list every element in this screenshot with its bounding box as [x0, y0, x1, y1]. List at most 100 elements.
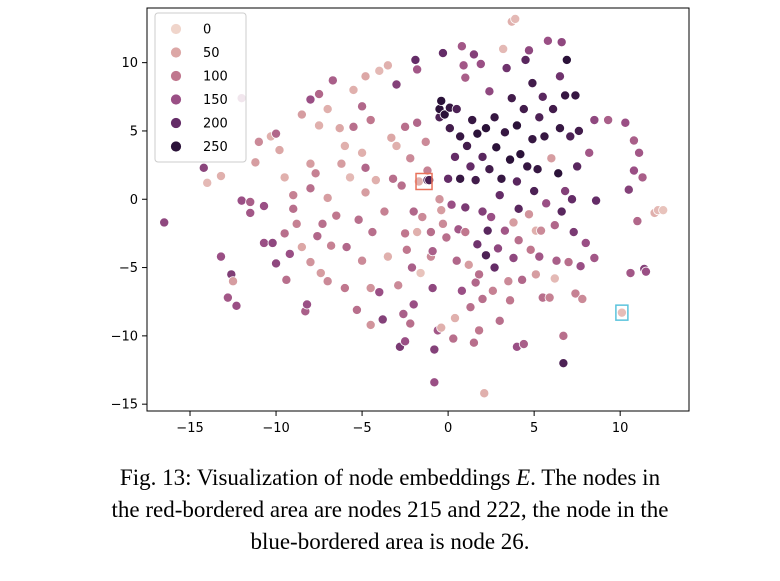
data-point: [623, 184, 634, 195]
data-point: [274, 145, 285, 156]
data-point: [496, 173, 507, 184]
y-tick-label: −10: [111, 329, 138, 344]
highlight-box-blue: [615, 304, 629, 321]
x-tick-label: −5: [352, 421, 371, 436]
data-point: [312, 231, 323, 242]
data-point: [357, 101, 368, 112]
data-point: [465, 302, 476, 313]
data-point: [525, 244, 536, 255]
data-point: [398, 309, 409, 320]
data-point: [460, 202, 471, 213]
data-point: [436, 322, 447, 333]
data-point: [484, 164, 495, 175]
data-point: [534, 112, 545, 123]
data-point: [353, 214, 364, 225]
data-point: [505, 295, 516, 306]
data-point: [360, 187, 371, 198]
x-axis: −15 −10 −5 0 5 10: [176, 411, 628, 436]
data-point: [536, 225, 547, 236]
data-point: [556, 206, 567, 217]
legend: 0 50 100 150 200 250: [154, 12, 247, 163]
data-point: [563, 257, 574, 268]
data-point: [441, 232, 452, 243]
data-point: [281, 274, 292, 285]
data-point: [474, 269, 485, 280]
data-point: [625, 268, 636, 279]
data-point: [415, 268, 426, 279]
data-point: [549, 220, 560, 231]
data-point: [511, 120, 522, 131]
data-point: [400, 228, 411, 239]
caption-line-1: Fig. 13: Visualization of node embedding…: [0, 462, 780, 494]
data-point: [322, 192, 333, 203]
data-point: [253, 136, 264, 147]
data-point: [444, 123, 455, 134]
data-point: [310, 168, 321, 179]
data-point: [491, 142, 502, 153]
data-point: [382, 251, 393, 262]
data-point: [400, 336, 411, 347]
data-point: [520, 54, 531, 65]
data-point: [315, 268, 326, 279]
data-point: [348, 84, 359, 95]
data-point: [417, 212, 428, 223]
data-point: [513, 235, 524, 246]
data-point: [314, 120, 325, 131]
data-point: [472, 239, 483, 250]
data-point: [508, 252, 519, 263]
data-point: [517, 274, 528, 285]
data-point: [305, 158, 316, 169]
data-point: [317, 218, 328, 229]
data-point: [518, 104, 529, 115]
data-point: [482, 225, 493, 236]
data-point: [250, 157, 261, 168]
data-point: [322, 104, 333, 115]
legend-label: 100: [203, 70, 228, 85]
legend-label: 150: [203, 93, 228, 108]
data-point: [345, 172, 356, 183]
y-tick-label: 10: [121, 56, 138, 71]
data-point: [198, 162, 209, 173]
data-point: [575, 261, 586, 272]
data-point: [408, 299, 419, 310]
data-point: [370, 175, 381, 186]
data-point: [467, 115, 478, 126]
data-point: [489, 262, 500, 273]
data-point: [341, 242, 352, 253]
data-point: [446, 199, 457, 210]
data-point: [427, 283, 438, 294]
data-point: [231, 300, 242, 311]
y-tick-label: 0: [130, 193, 138, 208]
data-point: [620, 117, 631, 128]
data-point: [245, 196, 256, 207]
data-point: [420, 136, 431, 147]
y-tick-label: −5: [119, 261, 138, 276]
data-point: [271, 258, 282, 269]
data-point: [259, 201, 270, 212]
data-point: [523, 45, 534, 56]
data-point: [493, 243, 504, 254]
data-point: [393, 280, 404, 291]
data-point: [537, 91, 548, 102]
data-point: [412, 64, 423, 75]
data-point: [522, 161, 533, 172]
data-point: [437, 218, 448, 229]
data-point: [548, 104, 559, 115]
data-point: [305, 257, 316, 268]
data-point: [377, 314, 388, 325]
data-point: [382, 60, 393, 71]
data-point: [288, 190, 299, 201]
data-point: [616, 307, 627, 318]
data-point: [529, 186, 540, 197]
legend-marker: [170, 46, 182, 59]
data-point: [305, 183, 316, 194]
data-point: [474, 325, 485, 336]
data-point: [566, 194, 577, 205]
x-tick-label: 0: [444, 421, 452, 436]
data-point: [302, 299, 313, 310]
data-point: [484, 86, 495, 97]
points-layer: [159, 13, 669, 399]
data-point: [396, 180, 407, 191]
data-point: [357, 147, 368, 158]
data-point: [305, 94, 316, 105]
